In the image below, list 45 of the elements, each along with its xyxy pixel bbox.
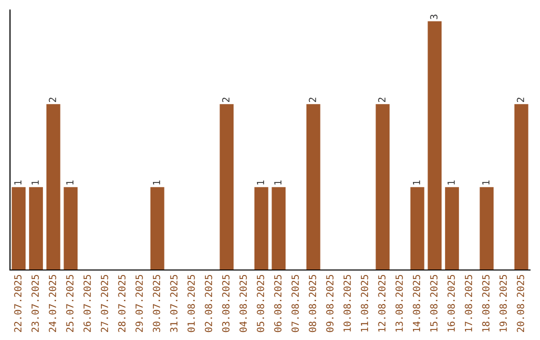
x-tick-label: 19.08.2025 [499, 274, 507, 332]
x-tick-label: 02.08.2025 [204, 274, 212, 332]
x-tick-label: 12.08.2025 [378, 274, 386, 332]
data-label: 1 [14, 180, 22, 185]
data-label: 2 [48, 98, 56, 102]
x-tick-label: 09.08.2025 [326, 274, 334, 332]
data-label: 1 [412, 180, 420, 185]
data-label: 1 [448, 180, 455, 185]
data-label: 2 [308, 98, 316, 102]
x-tick-label: 30.07.2025 [152, 274, 160, 332]
x-tick-label: 13.08.2025 [395, 274, 403, 332]
data-label: 2 [378, 98, 386, 102]
data-label: 2 [222, 98, 230, 102]
x-tick-label: 31.07.2025 [170, 274, 178, 332]
x-tick-label: 27.07.2025 [100, 274, 108, 332]
x-tick-label: 23.07.2025 [31, 274, 39, 332]
x-tick-label: 16.08.2025 [447, 274, 455, 332]
x-tick-label: 05.08.2025 [256, 274, 264, 332]
x-tick-label: 15.08.2025 [430, 274, 438, 332]
x-tick-label: 06.08.2025 [274, 274, 282, 332]
x-tick-label: 17.08.2025 [464, 274, 472, 332]
x-tick-label: 22.07.2025 [14, 274, 22, 332]
x-tick-label: 24.07.2025 [48, 274, 56, 332]
data-label: 1 [152, 180, 160, 185]
x-tick-label: 29.07.2025 [135, 274, 143, 332]
data-label: 1 [32, 180, 39, 185]
x-tick-label: 04.08.2025 [239, 274, 247, 332]
x-tick-label: 26.07.2025 [83, 274, 91, 332]
data-label: 1 [256, 180, 264, 185]
data-label: 1 [482, 180, 490, 185]
data-label: 1 [274, 180, 282, 185]
x-tick-label: 01.08.2025 [187, 274, 195, 332]
x-tick-label: 14.08.2025 [412, 274, 420, 332]
x-tick-label: 08.08.2025 [308, 274, 316, 332]
x-tick-label: 03.08.2025 [222, 274, 230, 332]
x-tick-label: 28.07.2025 [118, 274, 126, 332]
x-tick-label: 11.08.2025 [360, 274, 368, 332]
x-tick-label: 18.08.2025 [482, 274, 490, 332]
x-tick-label: 20.08.2025 [516, 274, 524, 332]
x-tick-label: 07.08.2025 [291, 274, 299, 332]
x-tick-label: 10.08.2025 [343, 274, 351, 332]
data-label: 2 [516, 98, 524, 102]
data-label: 3 [430, 14, 438, 20]
data-label: 1 [66, 180, 74, 185]
x-tick-label: 25.07.2025 [66, 274, 74, 332]
